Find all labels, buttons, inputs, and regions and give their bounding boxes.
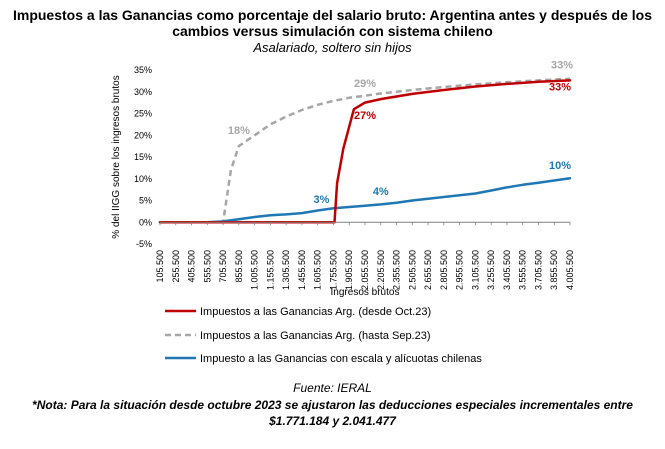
chart-title-line1: Impuestos a las Ganancias como porcentaj… — [12, 7, 652, 23]
x-tick-label: 3.105.500 — [470, 250, 480, 290]
x-tick-label: 1.455.500 — [297, 250, 307, 290]
legend-label-2: Impuesto a las Ganancias con escala y al… — [200, 353, 482, 365]
data-label: 29% — [354, 78, 376, 90]
axis-layer: -5% 0% 5% 10% 15% 20% 25% 30% 35% 105.500 255.500 4… — [111, 65, 575, 298]
data-label: 4% — [373, 186, 389, 198]
x-tick-label: 2.055.500 — [360, 250, 370, 290]
data-label: 18% — [228, 125, 250, 137]
y-tick-label: 25% — [134, 109, 152, 119]
legend: Impuestos a las Ganancias Arg. (desde Oc… — [165, 306, 482, 365]
x-tick-label: 1.305.500 — [281, 250, 291, 290]
x-axis-title: Ingresos brutos — [331, 287, 400, 298]
x-tick-label: 405.500 — [187, 250, 197, 283]
y-tick-label: 5% — [139, 196, 152, 206]
y-tick-label: 20% — [134, 130, 152, 140]
x-tick-label: 3.555.500 — [518, 250, 528, 290]
data-label: 33% — [551, 60, 573, 72]
annotation-layer: 18% 29% 33% 27% 33% 3% 4% 10% — [228, 60, 573, 207]
x-tick-label: 2.505.500 — [407, 250, 417, 290]
x-tick-label: 2.805.500 — [439, 250, 449, 290]
x-tick-label: 2.205.500 — [376, 250, 386, 290]
x-tick-label: 1.905.500 — [344, 250, 354, 290]
chart-title-line2: cambios versus simulación con sistema ch… — [172, 23, 493, 39]
x-tick-label: 3.405.500 — [502, 250, 512, 290]
x-tick-label: 1.605.500 — [313, 250, 323, 290]
x-tick-label: 705.500 — [218, 250, 228, 283]
x-tick-label: 3.855.500 — [549, 250, 559, 290]
x-tick-label: 3.255.500 — [486, 250, 496, 290]
source-note: Fuente: IERAL — [293, 381, 372, 395]
x-tick-label: 855.500 — [234, 250, 244, 283]
x-tick-label: 2.955.500 — [455, 250, 465, 290]
y-tick-label: 35% — [134, 65, 152, 75]
series-line-2 — [158, 177, 572, 224]
series-line-1 — [160, 77, 571, 224]
x-tick-label: 1.755.500 — [328, 250, 338, 290]
y-tick-label: 10% — [134, 174, 152, 184]
x-tick-label: 2.655.500 — [423, 250, 433, 290]
x-tick-label: 1.005.500 — [250, 250, 260, 290]
x-tick-label: 255.500 — [171, 250, 181, 283]
y-tick-label: 30% — [134, 87, 152, 97]
x-tick-label: 4.005.500 — [565, 250, 575, 290]
series-layer — [158, 77, 572, 224]
legend-label-1: Impuestos a las Ganancias Arg. (hasta Se… — [200, 330, 431, 342]
y-tick-label: 0% — [139, 217, 152, 227]
data-label: 3% — [314, 194, 330, 206]
y-tick-label: -5% — [136, 239, 152, 249]
legend-label-0: Impuestos a las Ganancias Arg. (desde Oc… — [200, 306, 431, 318]
y-tick-label: 15% — [134, 152, 152, 162]
data-label: 27% — [354, 110, 376, 122]
x-tick-label: 3.705.500 — [533, 250, 543, 290]
series-line-0 — [158, 79, 572, 224]
data-label: 10% — [549, 160, 571, 172]
x-tick-label: 2.355.500 — [392, 250, 402, 290]
x-tick-label: 105.500 — [155, 250, 165, 283]
footnote-line1: *Nota: Para la situación desde octubre 2… — [32, 398, 633, 412]
chart-subtitle: Asalariado, soltero sin hijos — [253, 40, 412, 55]
x-tick-label: 1.155.500 — [265, 250, 275, 290]
data-label: 33% — [549, 82, 571, 94]
x-tick-label: 555.500 — [202, 250, 212, 283]
y-axis-title: % del IIGG sobre los ingresos brutos — [111, 75, 122, 238]
footnote-line2: $1.771.184 y 2.041.477 — [269, 414, 396, 428]
